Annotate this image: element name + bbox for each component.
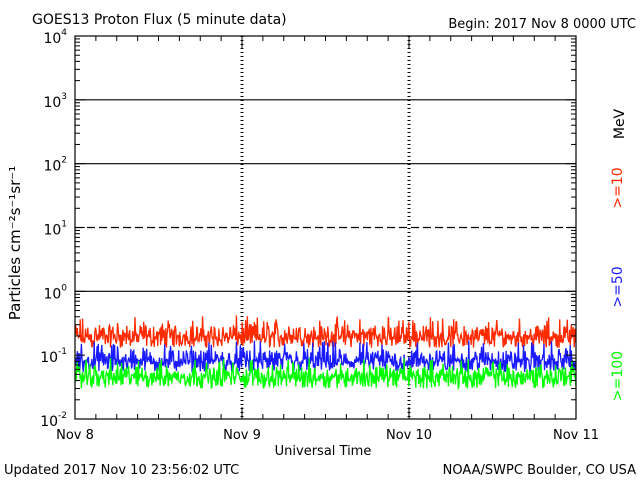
y-tick-exponent: -2 xyxy=(58,411,67,421)
x-tick-label: Nov 10 xyxy=(386,428,432,443)
y-tick-label: 101 xyxy=(43,220,67,239)
y-tick-label: 102 xyxy=(43,156,67,175)
legend: MeV >=10 >=50 >=100 xyxy=(610,108,628,401)
x-tick-label: Nov 9 xyxy=(223,428,261,443)
y-tick-exponent: -1 xyxy=(58,347,67,357)
y-tick-exponent: 4 xyxy=(61,28,67,38)
y-tick-label: 103 xyxy=(43,92,67,111)
x-tick-labels: Nov 8 Nov 9 Nov 10 Nov 11 xyxy=(56,428,599,443)
y-tick-base: 10 xyxy=(40,414,58,430)
begin-label: Begin: 2017 Nov 8 0000 UTC xyxy=(448,17,636,32)
footer-source: NOAA/SWPC Boulder, CO USA xyxy=(443,463,636,478)
y-tick-exponent: 0 xyxy=(61,283,67,293)
grid-layer xyxy=(75,36,576,419)
legend-unit-label: MeV xyxy=(612,108,628,139)
y-tick-base: 10 xyxy=(43,286,61,302)
legend-series-100: >=100 xyxy=(610,351,626,401)
x-tick-label: Nov 11 xyxy=(553,428,599,443)
y-tick-exponent: 2 xyxy=(61,156,67,166)
legend-series-50: >=50 xyxy=(610,266,626,307)
y-axis-label-group: Particles cm⁻²s⁻¹sr⁻¹ xyxy=(6,166,24,320)
y-tick-exponent: 1 xyxy=(61,220,67,230)
y-tick-label: 10-1 xyxy=(40,347,67,366)
y-tick-label: 104 xyxy=(43,28,67,47)
y-tick-base: 10 xyxy=(43,159,61,175)
y-tick-base: 10 xyxy=(43,95,61,111)
legend-series-10: >=10 xyxy=(610,167,626,208)
footer-updated: Updated 2017 Nov 10 23:56:02 UTC xyxy=(4,463,239,478)
y-tick-label: 100 xyxy=(43,283,67,302)
x-axis-label: Universal Time xyxy=(275,444,372,459)
y-tick-base: 10 xyxy=(40,350,58,366)
series-line-2 xyxy=(74,358,577,391)
y-tick-label: 10-2 xyxy=(40,411,67,430)
x-tick-label: Nov 8 xyxy=(56,428,94,443)
series-layer xyxy=(74,315,577,391)
y-tick-exponent: 3 xyxy=(61,92,67,102)
series-line-0 xyxy=(74,315,577,349)
y-tick-base: 10 xyxy=(43,223,61,239)
y-axis-label: Particles cm⁻²s⁻¹sr⁻¹ xyxy=(6,166,24,320)
y-tick-base: 10 xyxy=(43,31,61,47)
axis-layer xyxy=(74,35,577,420)
chart-title: GOES13 Proton Flux (5 minute data) xyxy=(32,12,287,28)
